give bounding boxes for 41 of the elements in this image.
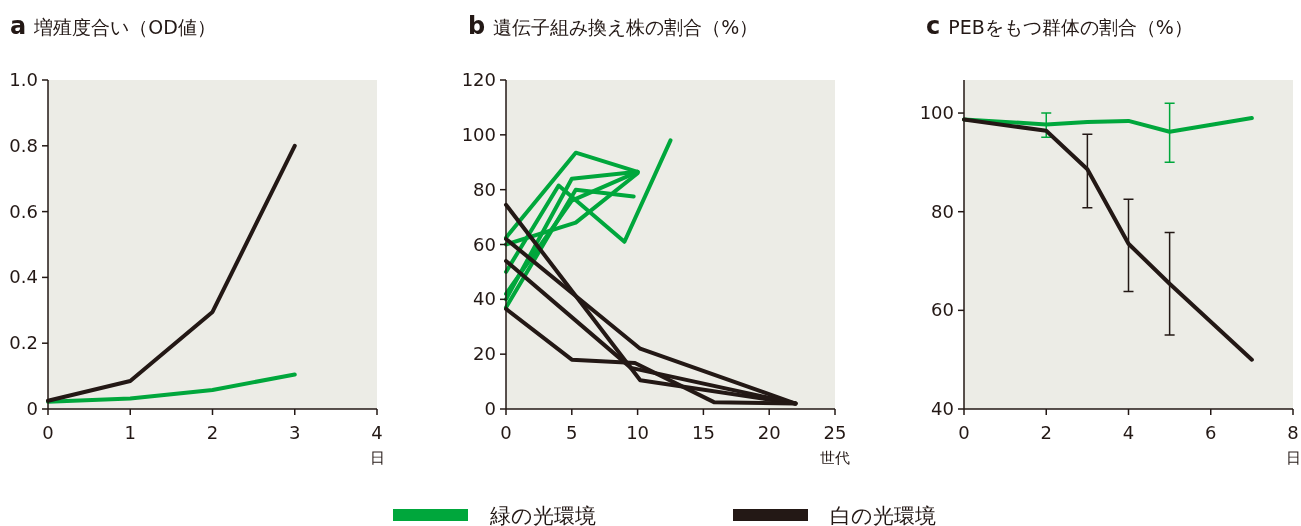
x-tick-label: 0 (500, 422, 512, 443)
x-tick-label: 2 (206, 422, 219, 443)
x-tick-label: 0 (42, 422, 54, 443)
y-tick-label: 80 (931, 200, 954, 222)
y-tick-label: 20 (473, 343, 496, 365)
y-tick-label: 0 (26, 398, 38, 419)
y-tick-label: 40 (931, 398, 954, 419)
chart-title: a 増殖度合い（OD値） (10, 12, 216, 40)
y-tick-label: 60 (931, 299, 954, 321)
y-tick-label: 40 (473, 288, 496, 310)
x-tick-label: 5 (566, 422, 578, 443)
x-tick-label: 15 (691, 422, 715, 443)
x-tick-label: 0 (958, 422, 970, 443)
y-tick-label: 100 (919, 102, 954, 124)
x-axis-title: 世代 (820, 449, 850, 467)
x-tick-label: 6 (1205, 422, 1217, 443)
x-tick-label: 2 (1040, 422, 1052, 443)
x-axis-title: 日 (1285, 449, 1301, 467)
y-tick-label: 100 (461, 123, 496, 145)
y-tick-label: 0 (484, 398, 496, 419)
x-tick-label: 20 (757, 422, 781, 443)
y-tick-label: 0.8 (9, 134, 38, 156)
chart-title: b 遺伝子組み換え株の割合（%） (468, 12, 759, 40)
y-tick-label: 0.6 (9, 200, 38, 222)
x-tick-label: 4 (1122, 422, 1135, 443)
x-tick-label: 4 (371, 422, 383, 443)
y-tick-label: 60 (473, 233, 496, 255)
y-tick-label: 80 (473, 178, 496, 200)
legend-label: 緑の光環境 (489, 504, 596, 526)
chart-title: c PEBをもつ群体の割合（%） (926, 12, 1193, 40)
legend-label: 白の光環境 (830, 504, 936, 526)
x-tick-label: 25 (823, 422, 847, 443)
x-tick-label: 3 (289, 422, 301, 443)
x-tick-label: 8 (1287, 422, 1299, 443)
y-tick-label: 0.2 (9, 332, 38, 354)
y-tick-label: 1.0 (9, 69, 38, 90)
x-tick-label: 10 (626, 422, 650, 443)
x-tick-label: 1 (124, 422, 136, 443)
y-tick-label: 120 (461, 69, 496, 90)
x-axis-title: 日 (369, 449, 385, 467)
y-tick-label: 0.4 (9, 266, 38, 288)
